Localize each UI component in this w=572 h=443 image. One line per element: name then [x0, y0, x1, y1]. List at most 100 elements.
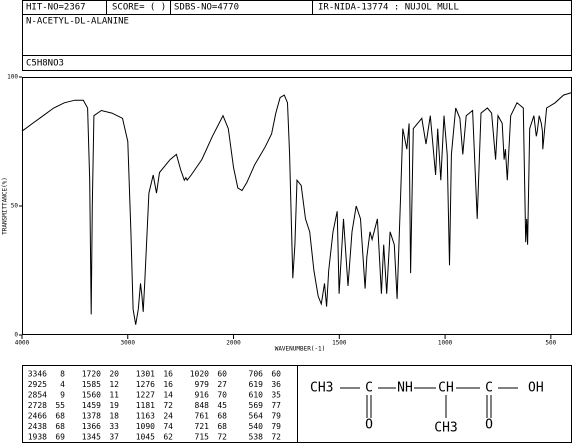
peak-intensity: 68: [55, 412, 65, 421]
peak-intensity: 27: [217, 380, 227, 389]
peak-intensity: 60: [271, 370, 281, 379]
peak-wavenumber: 1163: [136, 412, 155, 421]
peak-intensity: 20: [109, 370, 119, 379]
ir-id: IR-NIDA-13774 : NUJOL MULL: [318, 3, 459, 13]
x-tick-label: 4000: [15, 340, 30, 347]
peak-intensity: 62: [163, 433, 173, 442]
peak-intensity: 55: [55, 401, 65, 410]
peak-wavenumber: 540: [249, 422, 264, 431]
peak-intensity: 68: [217, 422, 227, 431]
peak-wavenumber: 619: [249, 380, 264, 389]
peak-wavenumber: 1366: [82, 422, 101, 431]
y-tick-label: 50: [11, 203, 19, 210]
y-tick-label: 0: [14, 332, 18, 339]
peak-wavenumber: 610: [249, 391, 264, 400]
peak-wavenumber: 1045: [136, 433, 155, 442]
peak-wavenumber: 1090: [136, 422, 155, 431]
peak-wavenumber: 715: [195, 433, 210, 442]
atom-label: CH: [438, 381, 454, 396]
peak-wavenumber: 979: [195, 380, 210, 389]
header-box: [22, 0, 572, 71]
peak-intensity: 18: [109, 412, 119, 421]
peak-intensity: 72: [271, 433, 281, 442]
peak-wavenumber: 2438: [28, 422, 47, 431]
peak-intensity: 19: [109, 401, 119, 410]
peak-intensity: 74: [163, 422, 173, 431]
atom-label: O: [365, 418, 373, 433]
peak-intensity: 79: [271, 422, 281, 431]
peak-intensity: 16: [163, 380, 173, 389]
plot-frame: [22, 77, 572, 335]
peak-intensity: 12: [109, 380, 119, 389]
atom-label: C: [365, 381, 373, 396]
peak-intensity: 4: [60, 380, 65, 389]
peak-wavenumber: 1181: [136, 401, 155, 410]
peak-wavenumber: 848: [195, 401, 210, 410]
peak-intensity: 68: [55, 422, 65, 431]
compound-name: N-ACETYL-DL-ALANINE: [26, 17, 129, 27]
peak-intensity: 77: [271, 401, 281, 410]
x-tick-label: 1000: [438, 340, 453, 347]
hit-no: HIT-NO=2367: [26, 3, 86, 13]
y-axis-label: TRANSMITTANCE(%): [2, 177, 9, 235]
peak-intensity: 8: [60, 370, 65, 379]
peak-wavenumber: 569: [249, 401, 264, 410]
peak-wavenumber: 1378: [82, 412, 101, 421]
peak-wavenumber: 1276: [136, 380, 155, 389]
peak-wavenumber: 2925: [28, 380, 47, 389]
peak-wavenumber: 3346: [28, 370, 47, 379]
peak-intensity: 69: [55, 433, 65, 442]
peak-wavenumber: 1345: [82, 433, 101, 442]
x-tick-label: 3000: [121, 340, 136, 347]
peak-intensity: 60: [217, 370, 227, 379]
peak-wavenumber: 564: [249, 412, 264, 421]
atom-label: OH: [528, 381, 544, 396]
x-tick-label: 500: [545, 340, 556, 347]
peak-wavenumber: 1459: [82, 401, 101, 410]
peak-wavenumber: 1301: [136, 370, 155, 379]
peak-wavenumber: 1585: [82, 380, 101, 389]
peak-intensity: 72: [217, 433, 227, 442]
peak-intensity: 36: [271, 380, 281, 389]
peak-wavenumber: 1560: [82, 391, 101, 400]
peak-intensity: 24: [163, 412, 173, 421]
peak-intensity: 72: [163, 401, 173, 410]
spectrum-line: [21, 92, 572, 325]
peak-intensity: 45: [217, 401, 227, 410]
peak-intensity: 70: [217, 391, 227, 400]
peak-wavenumber: 1720: [82, 370, 101, 379]
x-tick-label: 2000: [226, 340, 241, 347]
peak-intensity: 9: [60, 391, 65, 400]
peak-intensity: 68: [217, 412, 227, 421]
atom-label: O: [485, 418, 493, 433]
peak-wavenumber: 538: [249, 433, 264, 442]
peak-intensity: 35: [271, 391, 281, 400]
atom-label: C: [485, 381, 493, 396]
peak-wavenumber: 721: [195, 422, 210, 431]
peak-wavenumber: 761: [195, 412, 210, 421]
sdbs-no: SDBS-NO=4770: [174, 3, 239, 13]
atom-label: CH3: [310, 381, 333, 396]
peak-intensity: 79: [271, 412, 281, 421]
peak-wavenumber: 2466: [28, 412, 47, 421]
y-tick-label: 100: [7, 74, 18, 81]
peak-intensity: 37: [109, 433, 119, 442]
structure-bonds: [340, 387, 518, 418]
peak-wavenumber: 916: [195, 391, 210, 400]
atom-label: CH3: [434, 421, 457, 436]
peak-wavenumber: 1020: [190, 370, 209, 379]
peak-intensity: 33: [109, 422, 119, 431]
peak-wavenumber: 2728: [28, 401, 47, 410]
peak-intensity: 11: [109, 391, 119, 400]
peak-wavenumber: 706: [249, 370, 264, 379]
atom-label: NH: [397, 381, 413, 396]
x-axis-label: WAVENUMBER(-1): [275, 346, 326, 353]
peak-intensity: 16: [163, 370, 173, 379]
peak-wavenumber: 2854: [28, 391, 47, 400]
x-tick-label: 1500: [332, 340, 347, 347]
peak-wavenumber: 1938: [28, 433, 47, 442]
formula: C5H8NO3: [26, 59, 64, 69]
peak-intensity: 14: [163, 391, 173, 400]
peak-wavenumber: 1227: [136, 391, 155, 400]
